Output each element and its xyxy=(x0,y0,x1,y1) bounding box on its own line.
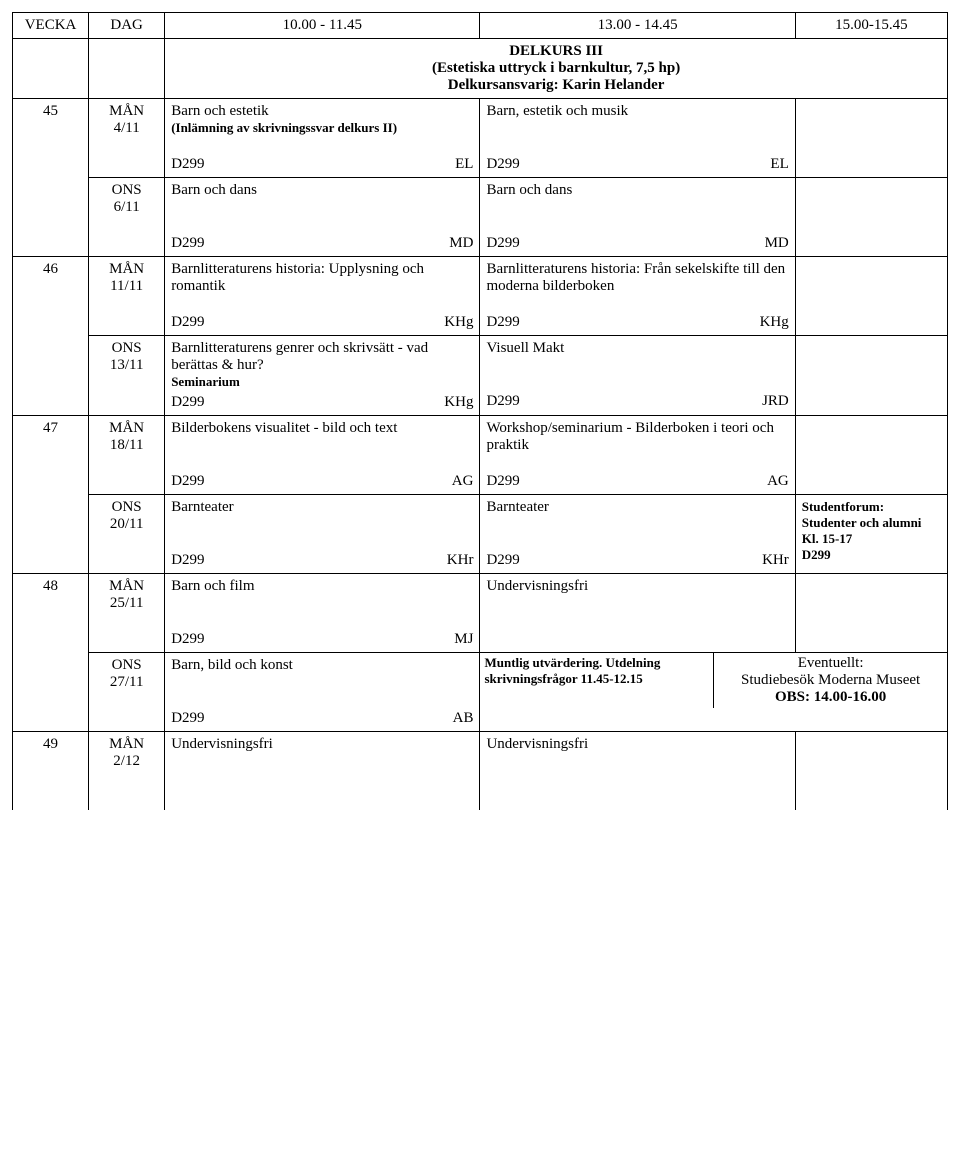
w49-mon-slot3 xyxy=(795,732,947,811)
w45-ons-slot1: Barn och dans D299 MD xyxy=(165,178,480,257)
delkurs-header: DELKURS III (Estetiska uttryck i barnkul… xyxy=(165,39,948,99)
w45-ons-slot2: Barn och dans D299 MD xyxy=(480,178,795,257)
w46-mon-slot1: Barnlitteraturens historia: Upplysning o… xyxy=(165,257,480,336)
w49-mon-row: 49 MÅN 2/12 Undervisningsfri Undervisnin… xyxy=(13,732,948,811)
w47-ons-slot1: Barnteater D299 KHr xyxy=(165,495,480,574)
w45-mon: MÅN 4/11 xyxy=(89,99,165,178)
w45-mon-row: 45 MÅN 4/11 Barn och estetik (Inlämning … xyxy=(13,99,948,178)
w47-ons-slot3: Studentforum: Studenter och alumni Kl. 1… xyxy=(795,495,947,574)
w46-mon-row: 46 MÅN 11/11 Barnlitteraturens historia:… xyxy=(13,257,948,336)
w49-mon-slot1: Undervisningsfri xyxy=(165,732,480,811)
col-dag: DAG xyxy=(89,13,165,39)
w48-mon-slot2: Undervisningsfri xyxy=(480,574,795,653)
col-slot2: 13.00 - 14.45 xyxy=(480,13,795,39)
w48-ons-row: ONS 27/11 Barn, bild och konst D299 AB M… xyxy=(13,653,948,732)
w45-ons-row: ONS 6/11 Barn och dans D299 MD Barn och … xyxy=(13,178,948,257)
w47-mon: MÅN 18/11 xyxy=(89,416,165,495)
w48-mon-row: 48 MÅN 25/11 Barn och film D299 MJ Under… xyxy=(13,574,948,653)
w45-mon-slot1: Barn och estetik (Inlämning av skrivning… xyxy=(165,99,480,178)
w49-num: 49 xyxy=(13,732,89,811)
w45-mon-slot2: Barn, estetik och musik D299 EL xyxy=(480,99,795,178)
w49-mon: MÅN 2/12 xyxy=(89,732,165,811)
w46-ons: ONS 13/11 xyxy=(89,336,165,416)
w46-ons-row: ONS 13/11 Barnlitteraturens genrer och s… xyxy=(13,336,948,416)
w47-num: 47 xyxy=(13,416,89,574)
w48-ons: ONS 27/11 xyxy=(89,653,165,732)
w48-utvardering: Muntlig utvärdering. Utdelning skrivning… xyxy=(480,653,714,708)
w48-num: 48 xyxy=(13,574,89,732)
w47-ons-slot2: Barnteater D299 KHr xyxy=(480,495,795,574)
w46-mon: MÅN 11/11 xyxy=(89,257,165,336)
w47-mon-row: 47 MÅN 18/11 Bilderbokens visualitet - b… xyxy=(13,416,948,495)
w48-ons-slot2-3: Muntlig utvärdering. Utdelning skrivning… xyxy=(480,653,948,732)
w47-mon-slot1: Bilderbokens visualitet - bild och text … xyxy=(165,416,480,495)
col-vecka: VECKA xyxy=(13,13,89,39)
w47-mon-slot2: Workshop/seminarium - Bilderboken i teor… xyxy=(480,416,795,495)
w46-ons-slot3 xyxy=(795,336,947,416)
w48-mon-slot3 xyxy=(795,574,947,653)
w48-studiebesok: Eventuellt: Studiebesök Moderna Museet O… xyxy=(714,653,947,708)
w49-mon-slot2: Undervisningsfri xyxy=(480,732,795,811)
w46-ons-slot2: Visuell Makt D299 JRD xyxy=(480,336,795,416)
w45-mon-slot3 xyxy=(795,99,947,178)
w48-mon-slot1: Barn och film D299 MJ xyxy=(165,574,480,653)
w46-mon-slot2: Barnlitteraturens historia: Från sekelsk… xyxy=(480,257,795,336)
w46-mon-slot3 xyxy=(795,257,947,336)
header-row: VECKA DAG 10.00 - 11.45 13.00 - 14.45 15… xyxy=(13,13,948,39)
w45-num: 45 xyxy=(13,99,89,257)
w45-ons: ONS 6/11 xyxy=(89,178,165,257)
w47-ons-row: ONS 20/11 Barnteater D299 KHr Barnteater… xyxy=(13,495,948,574)
w47-mon-slot3 xyxy=(795,416,947,495)
w48-mon: MÅN 25/11 xyxy=(89,574,165,653)
w46-ons-slot1: Barnlitteraturens genrer och skrivsätt -… xyxy=(165,336,480,416)
w46-num: 46 xyxy=(13,257,89,416)
w45-ons-slot3 xyxy=(795,178,947,257)
schedule-table: VECKA DAG 10.00 - 11.45 13.00 - 14.45 15… xyxy=(12,12,948,810)
col-slot1: 10.00 - 11.45 xyxy=(165,13,480,39)
col-slot3: 15.00-15.45 xyxy=(795,13,947,39)
w47-ons: ONS 20/11 xyxy=(89,495,165,574)
w48-ons-slot1: Barn, bild och konst D299 AB xyxy=(165,653,480,732)
subheader-row: DELKURS III (Estetiska uttryck i barnkul… xyxy=(13,39,948,99)
